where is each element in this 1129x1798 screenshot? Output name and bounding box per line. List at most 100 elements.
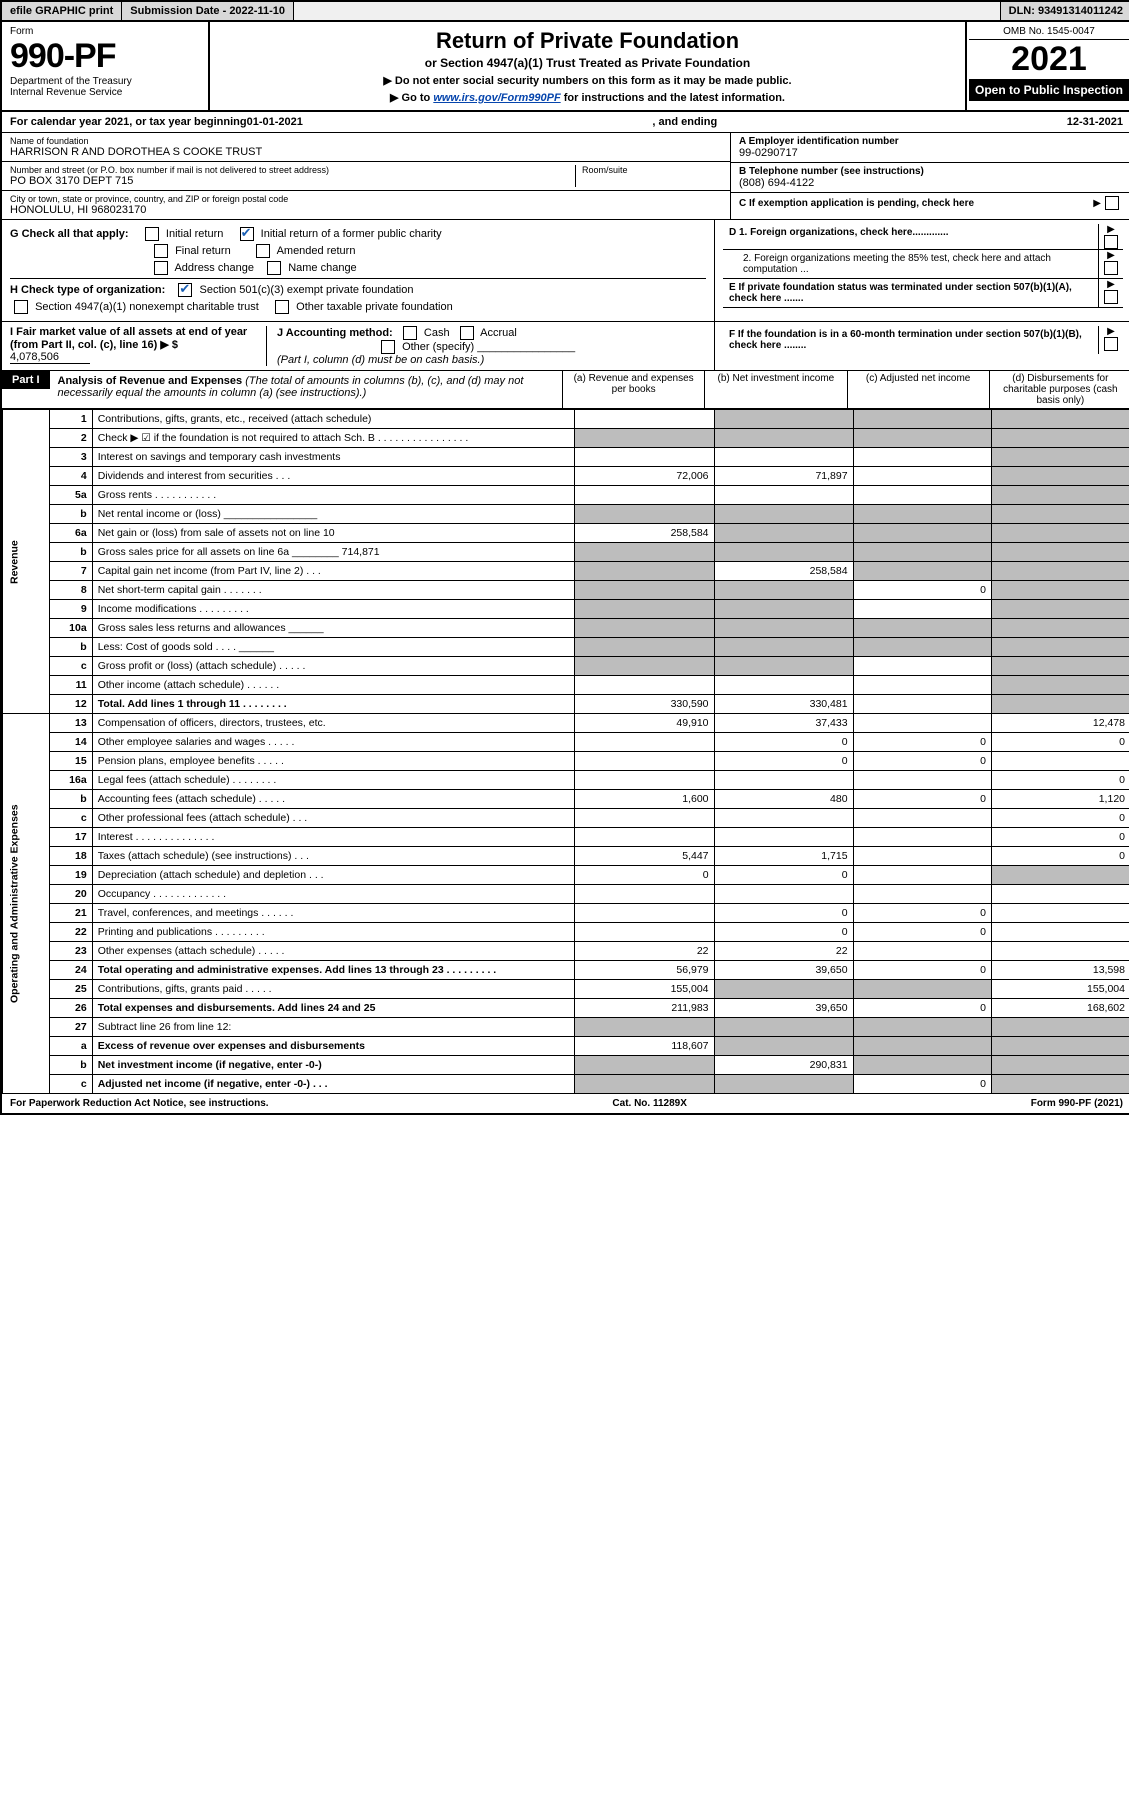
header-center: Return of Private Foundation or Section … xyxy=(210,22,965,110)
submission-date: Submission Date - 2022-11-10 xyxy=(122,2,294,20)
d2-checkbox[interactable] xyxy=(1104,261,1118,275)
row-number: b xyxy=(50,638,93,657)
cell-b xyxy=(714,809,853,828)
efile-print-button[interactable]: efile GRAPHIC print xyxy=(2,2,122,20)
cell-c: 0 xyxy=(853,581,991,600)
cell-a: 258,584 xyxy=(575,524,714,543)
row-number: 15 xyxy=(50,752,93,771)
phone-label: B Telephone number (see instructions) xyxy=(739,166,1123,177)
row-desc: Less: Cost of goods sold . . . . ______ xyxy=(92,638,575,657)
row-desc: Contributions, gifts, grants paid . . . … xyxy=(92,980,575,999)
dln: DLN: 93491314011242 xyxy=(1000,2,1129,20)
table-row: 3Interest on savings and temporary cash … xyxy=(3,448,1129,467)
row-desc: Subtract line 26 from line 12: xyxy=(92,1018,575,1037)
footer-right: Form 990-PF (2021) xyxy=(1031,1098,1123,1109)
other-taxable-checkbox[interactable] xyxy=(275,300,289,314)
instructions-link[interactable]: www.irs.gov/Form990PF xyxy=(433,92,560,104)
cell-b: 330,481 xyxy=(714,695,853,714)
cell-a xyxy=(575,619,714,638)
exemption-checkbox[interactable] xyxy=(1105,196,1119,210)
form-number: 990-PF xyxy=(10,37,200,76)
table-row: 14Other employee salaries and wages . . … xyxy=(3,733,1129,752)
table-row: 17Interest . . . . . . . . . . . . . .0 xyxy=(3,828,1129,847)
f-checkbox[interactable] xyxy=(1104,337,1118,351)
table-row: 7Capital gain net income (from Part IV, … xyxy=(3,562,1129,581)
cell-b xyxy=(714,1018,853,1037)
cell-a xyxy=(575,543,714,562)
row-number: 17 xyxy=(50,828,93,847)
cell-d xyxy=(991,562,1129,581)
accrual-checkbox[interactable] xyxy=(460,326,474,340)
cell-d xyxy=(991,904,1129,923)
cell-c xyxy=(853,980,991,999)
ein-cell: A Employer identification number 99-0290… xyxy=(731,133,1129,163)
table-row: 25Contributions, gifts, grants paid . . … xyxy=(3,980,1129,999)
initial-former-checkbox[interactable] xyxy=(240,227,254,241)
cell-a xyxy=(575,562,714,581)
col-c-header: (c) Adjusted net income xyxy=(847,371,989,408)
cash-checkbox[interactable] xyxy=(403,326,417,340)
row-number: b xyxy=(50,505,93,524)
cell-b xyxy=(714,1037,853,1056)
cell-d xyxy=(991,619,1129,638)
4947-checkbox[interactable] xyxy=(14,300,28,314)
amended-return-checkbox[interactable] xyxy=(256,244,270,258)
final-return-checkbox[interactable] xyxy=(154,244,168,258)
cell-d xyxy=(991,505,1129,524)
cell-b: 37,433 xyxy=(714,714,853,733)
opt-501c3: Section 501(c)(3) exempt private foundat… xyxy=(199,284,413,296)
g-label: G Check all that apply: xyxy=(10,228,129,240)
other-method-checkbox[interactable] xyxy=(381,340,395,354)
table-row: bNet rental income or (loss) ___________… xyxy=(3,505,1129,524)
cell-c xyxy=(853,467,991,486)
opt-taxable: Other taxable private foundation xyxy=(296,301,453,313)
d2-label: 2. Foreign organizations meeting the 85%… xyxy=(743,253,1051,275)
row-desc: Interest . . . . . . . . . . . . . . xyxy=(92,828,575,847)
name-change-checkbox[interactable] xyxy=(267,261,281,275)
table-row: 23Other expenses (attach schedule) . . .… xyxy=(3,942,1129,961)
row-desc: Check ▶ ☑ if the foundation is not requi… xyxy=(92,429,575,448)
row-number: 7 xyxy=(50,562,93,581)
cell-c xyxy=(853,524,991,543)
table-row: bLess: Cost of goods sold . . . . ______ xyxy=(3,638,1129,657)
row-desc: Other professional fees (attach schedule… xyxy=(92,809,575,828)
cell-c xyxy=(853,1037,991,1056)
foundation-name: HARRISON R AND DOROTHEA S COOKE TRUST xyxy=(10,146,722,158)
phone-cell: B Telephone number (see instructions) (8… xyxy=(731,163,1129,193)
cell-a xyxy=(575,410,714,429)
cell-d xyxy=(991,1075,1129,1094)
i-j-section: I Fair market value of all assets at end… xyxy=(2,322,1129,371)
cell-a: 1,600 xyxy=(575,790,714,809)
d1-label: D 1. Foreign organizations, check here..… xyxy=(729,227,949,238)
cell-c: 0 xyxy=(853,961,991,980)
row-desc: Other expenses (attach schedule) . . . .… xyxy=(92,942,575,961)
cell-d xyxy=(991,429,1129,448)
cell-a: 49,910 xyxy=(575,714,714,733)
cell-d xyxy=(991,942,1129,961)
table-row: cAdjusted net income (if negative, enter… xyxy=(3,1075,1129,1094)
cell-a: 118,607 xyxy=(575,1037,714,1056)
row-desc: Gross sales price for all assets on line… xyxy=(92,543,575,562)
cell-b xyxy=(714,676,853,695)
501c3-checkbox[interactable] xyxy=(178,283,192,297)
row-number: 19 xyxy=(50,866,93,885)
cell-b xyxy=(714,429,853,448)
e-checkbox[interactable] xyxy=(1104,290,1118,304)
table-row: cOther professional fees (attach schedul… xyxy=(3,809,1129,828)
cell-c xyxy=(853,866,991,885)
row-number: 11 xyxy=(50,676,93,695)
address-change-checkbox[interactable] xyxy=(154,261,168,275)
initial-return-checkbox[interactable] xyxy=(145,227,159,241)
cell-b: 258,584 xyxy=(714,562,853,581)
opt-final: Final return xyxy=(175,245,231,257)
col-a-header: (a) Revenue and expenses per books xyxy=(562,371,704,408)
cell-c: 0 xyxy=(853,904,991,923)
cell-a xyxy=(575,1075,714,1094)
cell-d: 0 xyxy=(991,733,1129,752)
cell-a xyxy=(575,828,714,847)
row-number: c xyxy=(50,1075,93,1094)
cell-a: 56,979 xyxy=(575,961,714,980)
d1-checkbox[interactable] xyxy=(1104,235,1118,249)
cell-c xyxy=(853,562,991,581)
cell-a xyxy=(575,448,714,467)
